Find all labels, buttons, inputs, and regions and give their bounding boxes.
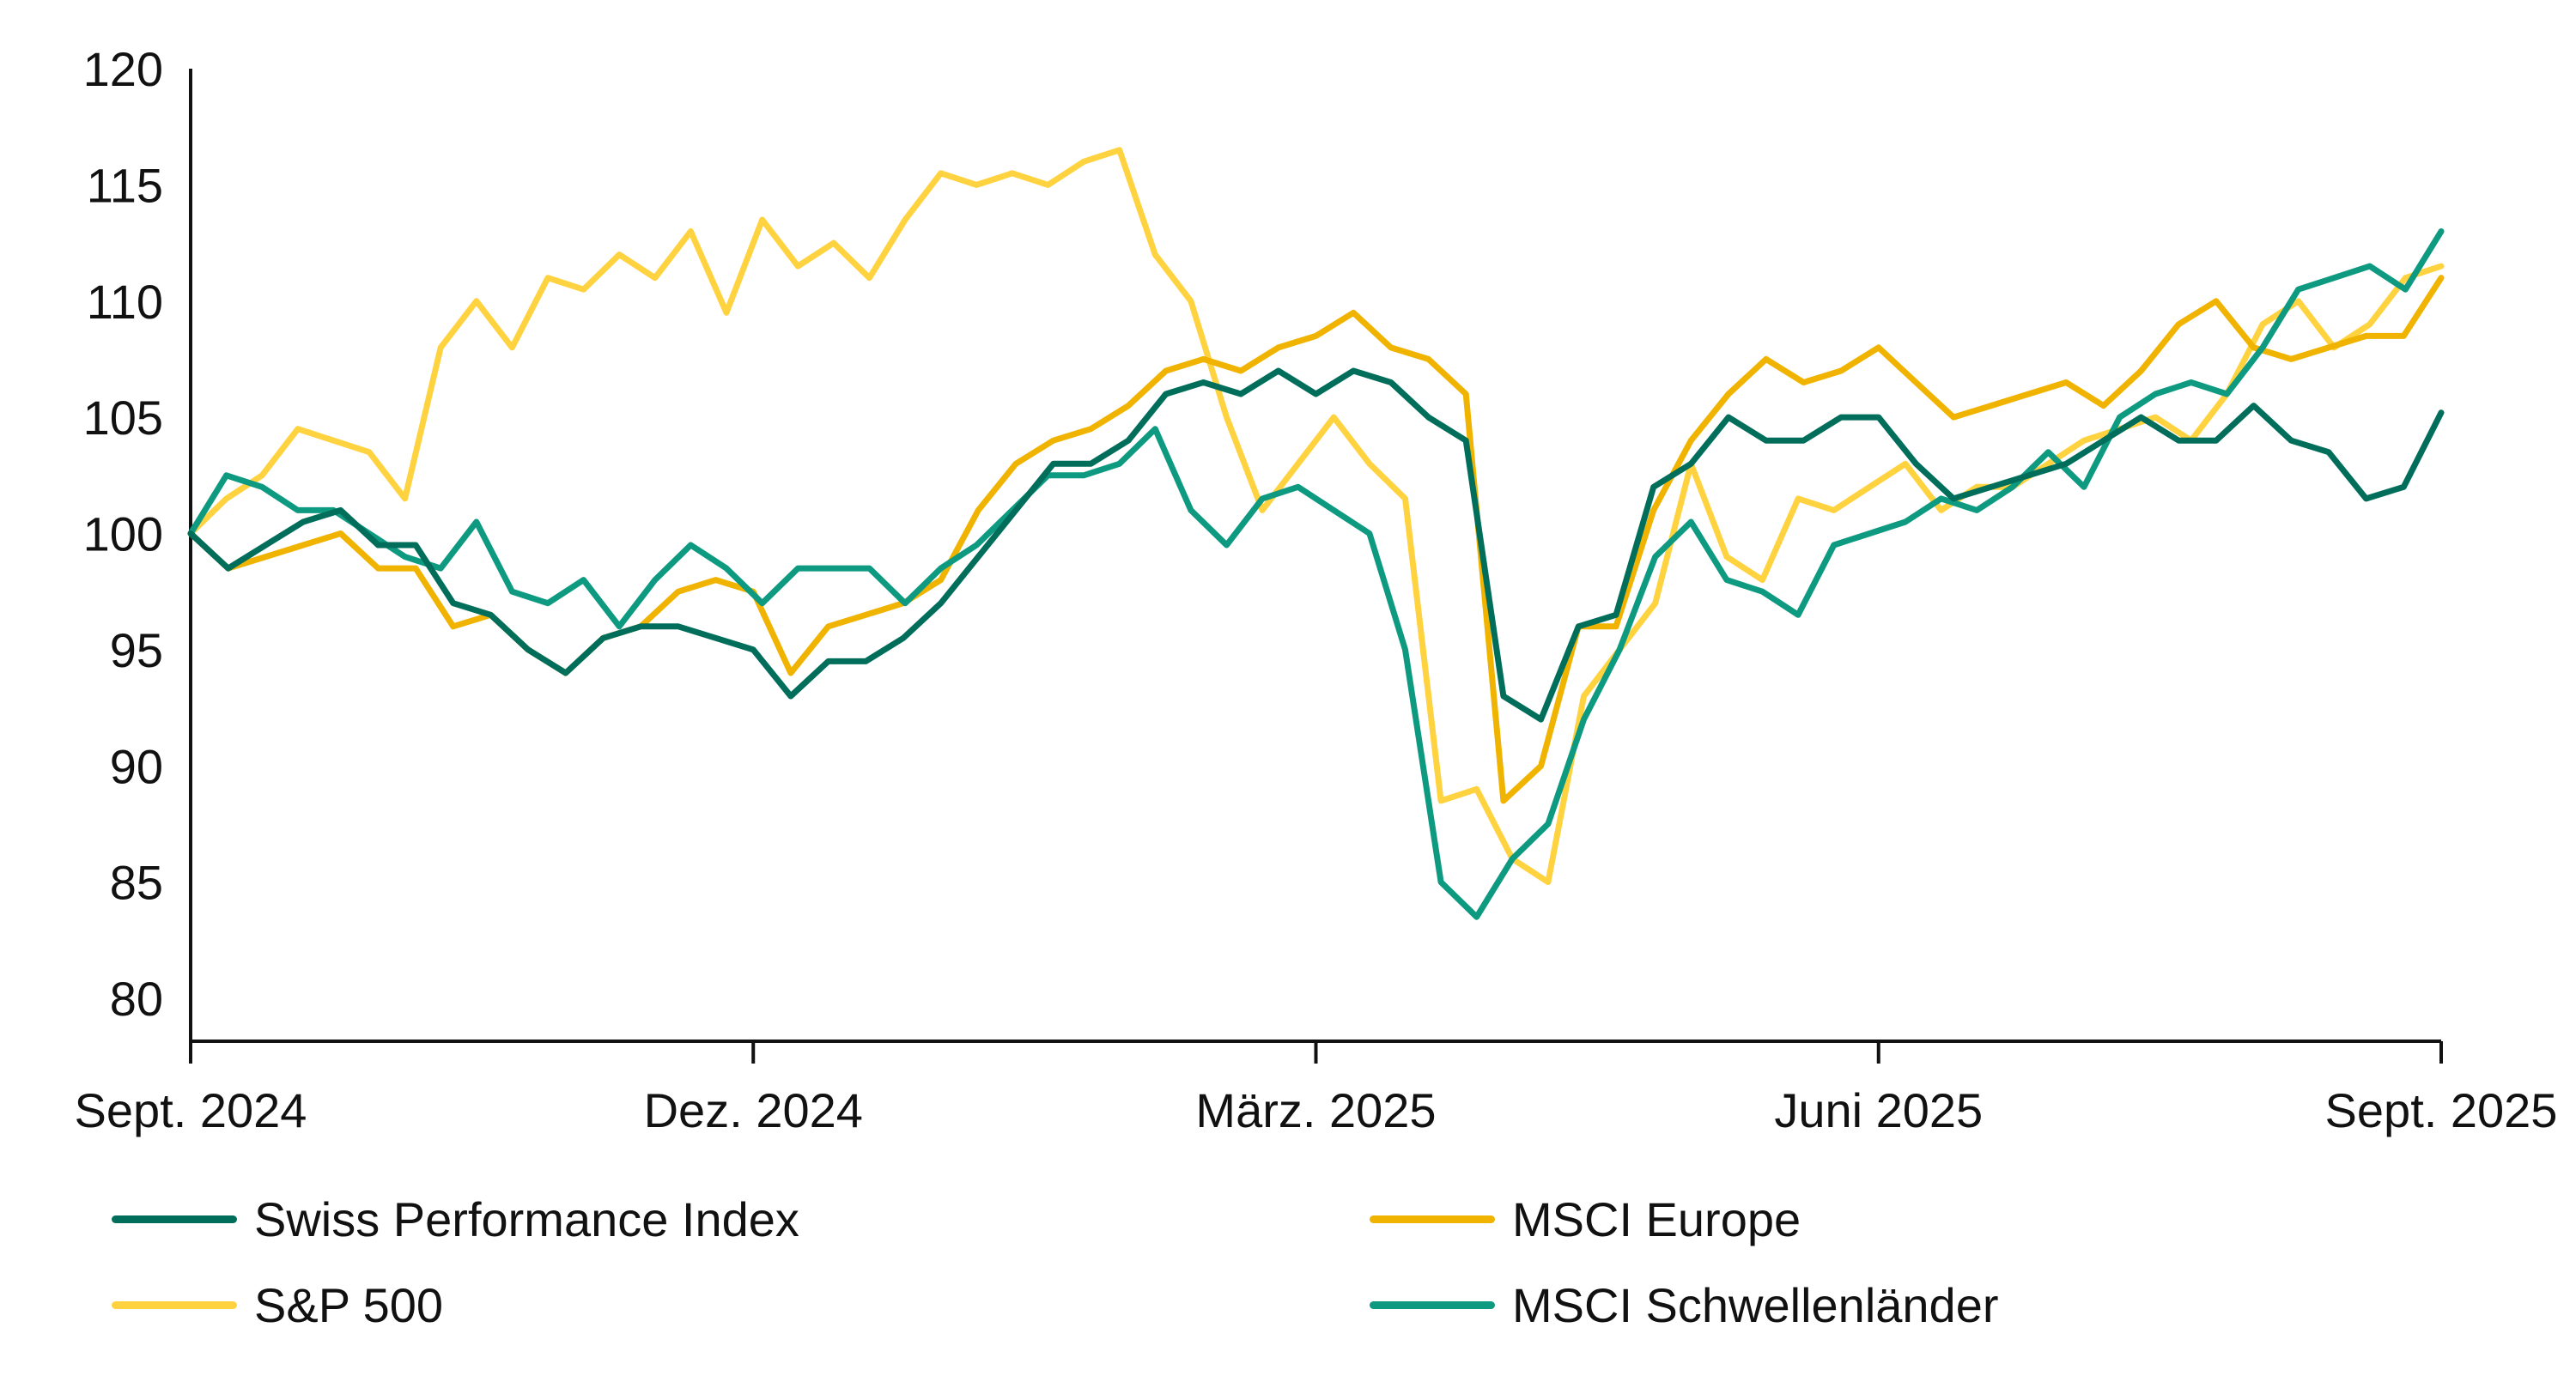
x-tick-label: Sept. 2025 bbox=[2325, 1083, 2558, 1137]
legend-item-msci-europe: MSCI Europe bbox=[1370, 1185, 1801, 1253]
legend-swatch-spi bbox=[112, 1215, 237, 1223]
x-tick-label: Juni 2025 bbox=[1774, 1083, 1983, 1137]
x-tick-label: Dez. 2024 bbox=[644, 1083, 863, 1137]
legend-item-msci-em: MSCI Schwellenländer bbox=[1370, 1270, 1998, 1339]
legend-label-msci-europe: MSCI Europe bbox=[1512, 1191, 1801, 1246]
y-axis: 80 85 90 95 100 105 110 115 120 bbox=[83, 42, 192, 1064]
series-line-msci-em bbox=[187, 228, 2445, 920]
y-tick-label: 115 bbox=[87, 158, 163, 212]
y-tick-label: 85 bbox=[110, 856, 163, 910]
y-tick-label: 110 bbox=[87, 275, 163, 329]
y-tick-label: 80 bbox=[110, 972, 163, 1026]
legend-item-spi: Swiss Performance Index bbox=[112, 1185, 799, 1253]
legend-swatch-msci-europe bbox=[1370, 1215, 1495, 1223]
y-tick-label: 120 bbox=[83, 42, 163, 96]
y-tick-label: 95 bbox=[110, 623, 163, 677]
y-tick-label: 90 bbox=[110, 739, 163, 793]
legend-swatch-sp500 bbox=[112, 1300, 237, 1309]
legend-label-spi: Swiss Performance Index bbox=[254, 1191, 799, 1246]
x-axis: Sept. 2024 Dez. 2024 März. 2025 Juni 2025 Se… bbox=[75, 1040, 2558, 1137]
series-line-sp500 bbox=[187, 147, 2445, 886]
line-chart: 80 85 90 95 100 105 110 115 120 Sept. 2024 Dez. 2… bbox=[75, 42, 2558, 1137]
series-line-msci-europe bbox=[187, 275, 2445, 804]
y-tick-label: 100 bbox=[83, 507, 163, 561]
x-tick-label: März. 2025 bbox=[1195, 1083, 1436, 1137]
legend-label-sp500: S&P 500 bbox=[254, 1277, 444, 1332]
legend-item-sp500: S&P 500 bbox=[112, 1270, 443, 1339]
x-tick-label: Sept. 2024 bbox=[75, 1083, 307, 1137]
legend: Swiss Performance Index MSCI Europe S&P … bbox=[0, 1185, 2576, 1373]
legend-swatch-msci-em bbox=[1370, 1300, 1495, 1309]
series-lines bbox=[187, 147, 2445, 920]
legend-label-msci-em: MSCI Schwellenländer bbox=[1512, 1277, 1999, 1332]
series-line-spi bbox=[187, 367, 2445, 723]
y-tick-label: 105 bbox=[83, 391, 163, 445]
